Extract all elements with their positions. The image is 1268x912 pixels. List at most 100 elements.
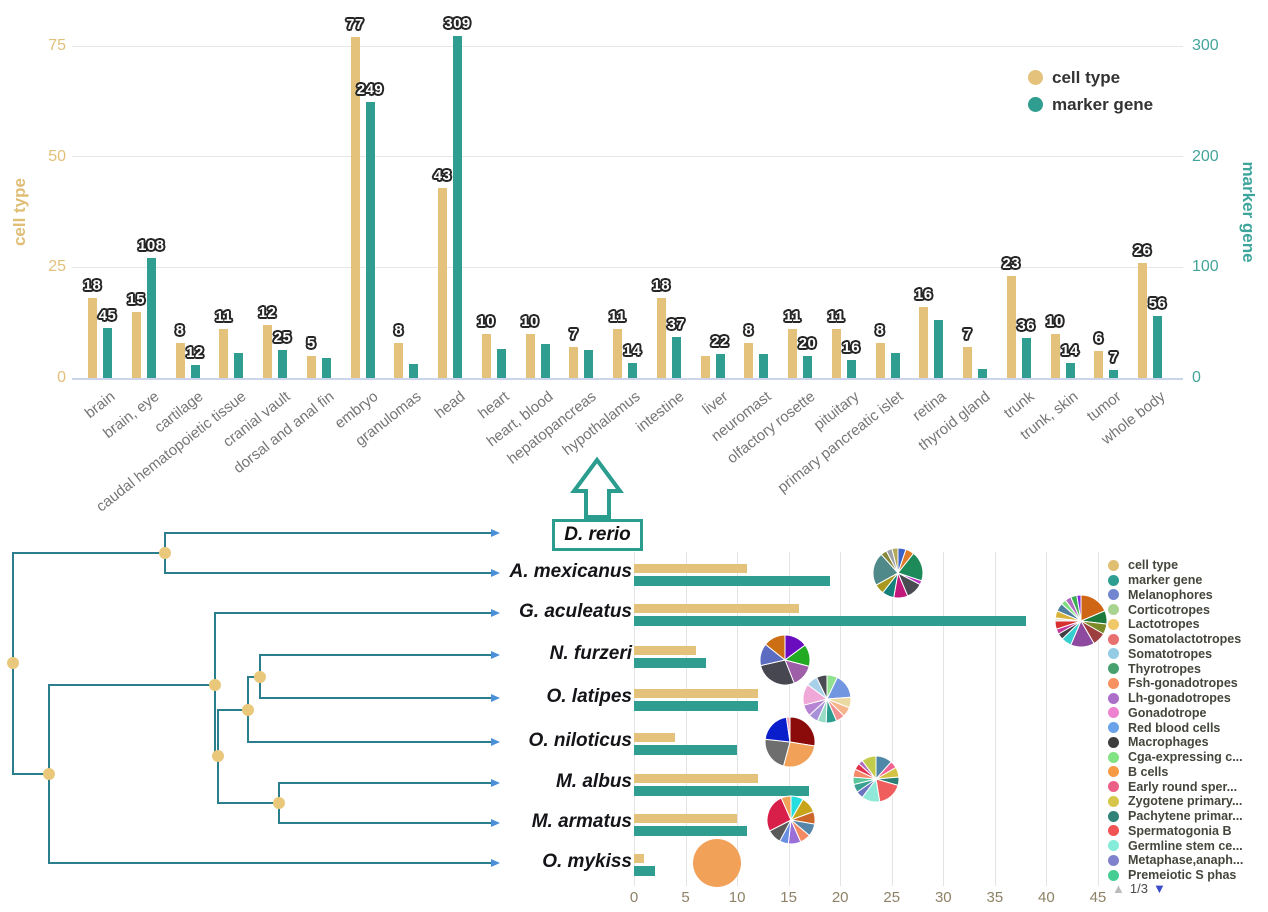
legend-item[interactable]: Germline stem ce... [1108,838,1243,853]
bar-cell-type[interactable] [634,814,738,823]
pie-chart-m-albus[interactable] [852,755,900,803]
bar-marker-gene[interactable] [634,658,707,668]
bar-marker-gene[interactable] [634,616,1026,626]
bar-cell-type[interactable] [1050,333,1060,378]
bar-marker-gene[interactable] [715,353,725,378]
bar-cell-type[interactable] [1094,351,1104,378]
tree-node-dot[interactable] [242,704,254,716]
legend-item[interactable]: Somatolactotropes [1108,632,1243,647]
tree-node-dot[interactable] [254,671,266,683]
species-label[interactable]: M. albus [555,771,632,792]
bar-cell-type[interactable] [1138,262,1147,378]
species-label[interactable]: M. armatus [531,811,632,832]
bar-marker-gene[interactable] [146,258,156,378]
bar-marker-gene[interactable] [365,102,375,378]
bar-cell-type[interactable] [919,307,929,378]
legend-item-cell-type[interactable]: cell type [1028,64,1153,91]
tree-node-dot[interactable] [209,679,221,691]
bar-cell-type[interactable] [525,333,535,378]
bar-cell-type[interactable] [1006,276,1016,378]
legend-item[interactable]: Macrophages [1108,735,1243,750]
bar-marker-gene[interactable] [1065,362,1075,378]
species-label[interactable]: O. niloticus [528,730,632,751]
pie-slice[interactable] [780,795,792,821]
pager-down-icon[interactable]: ▼ [1152,881,1166,896]
pie-slice[interactable] [764,738,791,767]
bar-marker-gene[interactable] [759,353,769,378]
bar-cell-type[interactable] [634,774,758,783]
legend-item[interactable]: Lactotropes [1108,617,1243,632]
bar-cell-type[interactable] [656,298,666,378]
bar-marker-gene[interactable] [634,866,655,876]
pie-slice[interactable] [766,797,792,832]
legend-item[interactable]: marker gene [1108,573,1243,588]
bar-marker-gene[interactable] [103,328,112,378]
pie-chart-g-aculeatus[interactable] [1054,594,1108,648]
bar-cell-type[interactable] [394,342,404,378]
pie-chart-a-mexicanus[interactable] [872,547,924,599]
pie-slice[interactable] [785,716,791,743]
legend-item[interactable]: Metaphase,anaph... [1108,853,1243,868]
legend-item[interactable]: Early round sper... [1108,779,1243,794]
bar-cell-type[interactable] [613,329,622,378]
bar-cell-type[interactable] [700,355,710,378]
bar-cell-type[interactable] [88,298,97,378]
tree-node-dot[interactable] [212,750,224,762]
legend-item[interactable]: Cga-expressing c... [1108,750,1243,765]
pie-slice[interactable] [1076,594,1082,622]
bar-marker-gene[interactable] [584,350,594,378]
selected-species-callout[interactable]: D. rerio [552,519,643,551]
bar-cell-type[interactable] [219,329,229,378]
bar-cell-type[interactable] [963,347,972,378]
bar-marker-gene[interactable] [278,350,287,378]
bar-marker-gene[interactable] [671,337,681,378]
bar-marker-gene[interactable] [628,362,637,378]
bar-marker-gene[interactable] [234,352,244,378]
pie-slice[interactable] [764,634,786,662]
tree-node-dot[interactable] [43,768,55,780]
legend-item[interactable]: Lh-gonadotropes [1108,691,1243,706]
bar-marker-gene[interactable] [634,745,738,755]
bar-marker-gene[interactable] [409,363,419,378]
legend-item[interactable]: Zygotene primary... [1108,794,1243,809]
species-label[interactable]: A. mexicanus [509,561,633,582]
legend-item[interactable]: Gonadotrope [1108,706,1243,721]
bar-cell-type[interactable] [263,324,272,378]
bar-marker-gene[interactable] [540,343,550,378]
legend-item[interactable]: Corticotropes [1108,602,1243,617]
bar-marker-gene[interactable] [634,786,810,796]
bar-cell-type[interactable] [175,342,185,378]
bar-marker-gene[interactable] [634,576,830,586]
bar-cell-type[interactable] [350,37,360,378]
legend-item[interactable]: Spermatogonia B [1108,824,1243,839]
bar-cell-type[interactable] [131,311,141,378]
bar-marker-gene[interactable] [453,36,462,378]
bar-cell-type[interactable] [875,342,885,378]
species-label[interactable]: N. furzeri [549,643,632,664]
bar-cell-type[interactable] [438,187,447,378]
tree-node-dot[interactable] [7,657,19,669]
bar-cell-type[interactable] [634,733,676,742]
pie-chart-o-latipes[interactable] [802,674,852,724]
legend-item-marker-gene[interactable]: marker gene [1028,91,1153,118]
bar-cell-type[interactable] [569,347,579,378]
pie-slice[interactable] [789,716,816,747]
pie-chart-n-furzeri[interactable] [759,634,811,686]
bar-marker-gene[interactable] [190,364,200,378]
tree-node-dot[interactable] [159,547,171,559]
bar-marker-gene[interactable] [1021,338,1031,378]
bar-cell-type[interactable] [634,646,696,655]
bar-cell-type[interactable] [634,689,758,698]
bar-marker-gene[interactable] [934,320,944,378]
legend-item[interactable]: Somatotropes [1108,647,1243,662]
bar-cell-type[interactable] [634,564,748,573]
bar-marker-gene[interactable] [496,349,506,378]
legend-item[interactable]: cell type [1108,558,1243,573]
bar-marker-gene[interactable] [803,355,812,378]
pie-slice[interactable] [759,659,795,686]
species-label[interactable]: O. mykiss [542,851,632,872]
tree-node-dot[interactable] [273,797,285,809]
bar-cell-type[interactable] [788,329,797,378]
legend-item[interactable]: Thyrotropes [1108,661,1243,676]
legend-item[interactable]: Melanophores [1108,588,1243,603]
